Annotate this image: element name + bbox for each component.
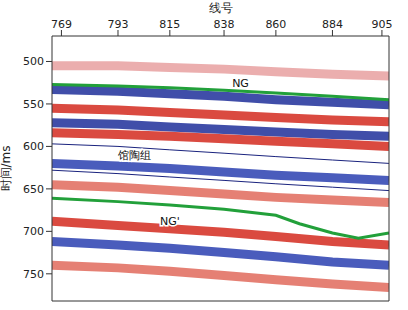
svg-text:793: 793 xyxy=(107,18,128,31)
svg-text:600: 600 xyxy=(23,140,44,153)
svg-text:769: 769 xyxy=(51,18,72,31)
svg-text:650: 650 xyxy=(23,183,44,196)
svg-text:750: 750 xyxy=(23,268,44,281)
svg-text:馆陶组: 馆陶组 xyxy=(117,149,151,162)
html-text:线号: 线号 xyxy=(209,1,233,15)
svg-text:时间/ms: 时间/ms xyxy=(0,146,13,192)
svg-text:NG': NG' xyxy=(160,215,180,228)
svg-text:NG: NG xyxy=(232,77,249,90)
svg-text:860: 860 xyxy=(265,18,286,31)
svg-text:815: 815 xyxy=(159,18,180,31)
svg-text:838: 838 xyxy=(214,18,235,31)
svg-text:905: 905 xyxy=(371,18,392,31)
svg-text:700: 700 xyxy=(23,225,44,238)
svg-text:500: 500 xyxy=(23,55,44,68)
svg-text:884: 884 xyxy=(322,18,343,31)
svg-text:550: 550 xyxy=(23,98,44,111)
